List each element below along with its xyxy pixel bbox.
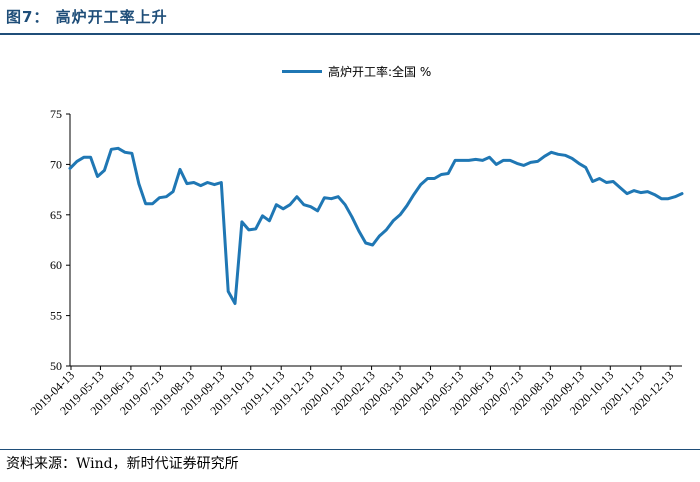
source-note: 资料来源：Wind，新时代证券研究所 — [6, 456, 239, 472]
chart-legend: 高炉开工率:全国 % — [282, 62, 431, 80]
legend-swatch — [282, 69, 322, 73]
y-tick-label: 75 — [50, 107, 62, 121]
legend-label: 高炉开工率:全国 % — [328, 64, 432, 79]
title-rule — [0, 33, 700, 35]
y-tick-label: 60 — [50, 258, 62, 272]
y-tick-label: 50 — [50, 359, 62, 373]
y-tick-label: 70 — [50, 157, 62, 171]
y-tick-label: 55 — [50, 309, 62, 323]
figure-title: 图7： 高炉开工率上升 — [6, 8, 168, 26]
footer-rule — [0, 449, 700, 450]
series-line-blast-furnace-rate — [68, 146, 684, 305]
y-tick-label: 65 — [50, 208, 62, 222]
